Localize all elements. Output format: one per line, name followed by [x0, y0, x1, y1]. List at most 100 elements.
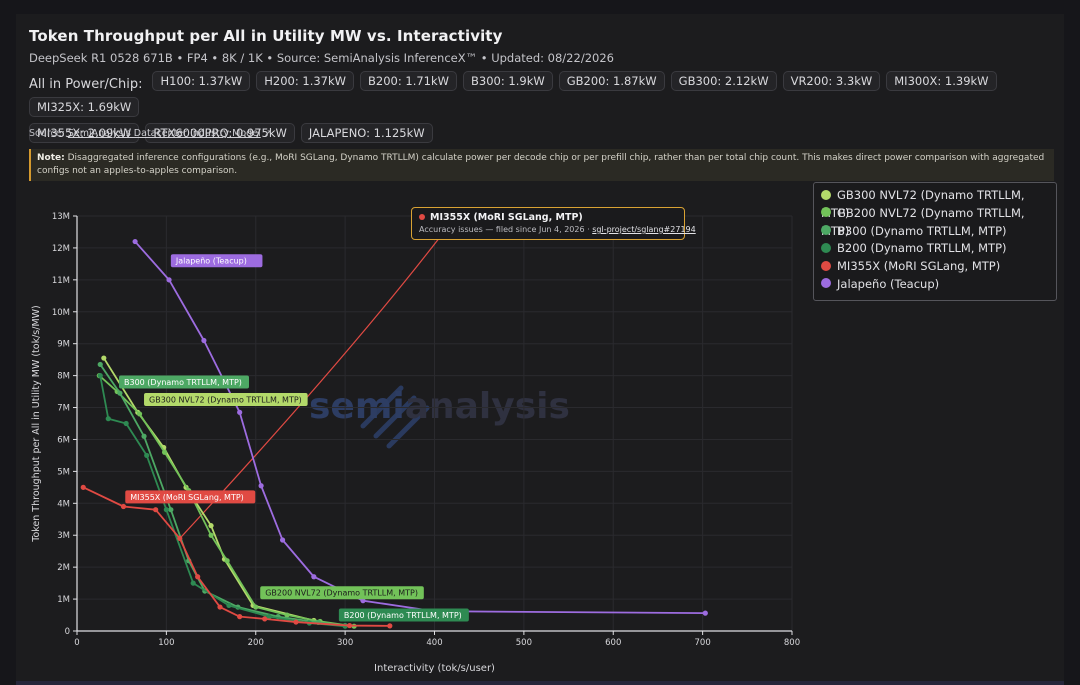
data-point[interactable]	[177, 535, 183, 542]
data-point[interactable]	[105, 416, 111, 422]
data-point[interactable]	[117, 390, 123, 396]
power-chip[interactable]: GB200: 1.87kW	[558, 71, 665, 91]
data-point[interactable]	[702, 610, 708, 616]
legend-item-gb200[interactable]: GB200 NVL72 (Dynamo TRTLLM, MTP)	[814, 205, 1056, 238]
power-chip[interactable]: MI325X: 1.69kW	[29, 97, 140, 117]
grid	[76, 215, 793, 632]
legend-label: B200 (Dynamo TRTLLM, MTP)	[837, 241, 1007, 256]
legend-swatch-icon	[821, 207, 831, 218]
power-chip[interactable]: MI355X: 2.09kW	[29, 123, 140, 143]
data-point[interactable]	[279, 537, 286, 543]
data-point[interactable]	[161, 449, 168, 455]
data-point[interactable]	[346, 622, 353, 629]
data-point[interactable]	[136, 411, 143, 417]
note-text: Disaggregated inference configurations (…	[37, 153, 1045, 176]
data-point[interactable]	[166, 277, 172, 283]
series-line[interactable]	[134, 240, 706, 615]
power-chip[interactable]: B200: 1.71kW	[360, 71, 458, 91]
power-chip[interactable]: VR200: 3.3kW	[782, 71, 881, 91]
data-point[interactable]	[293, 619, 299, 625]
external-link-icon[interactable]: ↗	[263, 128, 272, 139]
data-point[interactable]	[360, 598, 366, 604]
tooltip-title: MI355X (MoRI SGLang, MTP)	[430, 212, 583, 223]
tooltip-link[interactable]: sgl-project/sglang#27194	[592, 225, 696, 234]
power-chip[interactable]: GB300: 2.12kW	[670, 71, 777, 91]
data-point[interactable]	[208, 532, 214, 538]
power-chip[interactable]: B300: 1.9kW	[463, 71, 553, 91]
series-label: MI355X (MoRI SGLang, MTP)	[125, 490, 256, 504]
y-tick-label: 6M	[57, 435, 70, 445]
data-point[interactable]	[237, 614, 243, 620]
data-point[interactable]	[201, 337, 207, 344]
legend-item-gb300[interactable]: GB300 NVL72 (Dynamo TRTLLM, MTP)	[814, 187, 1056, 220]
legend-item-jalapeno[interactable]: Jalapeño (Teacup)	[814, 276, 1056, 294]
data-point[interactable]	[262, 616, 268, 622]
data-point[interactable]	[97, 373, 103, 379]
data-point[interactable]	[208, 523, 214, 529]
data-point[interactable]	[123, 420, 129, 427]
power-chip[interactable]: H100: 1.37kW	[152, 71, 251, 91]
y-tick-label: 10M	[52, 308, 70, 318]
series-label-text: GB200 NVL72 (Dynamo TRTLLM, MTP)	[265, 589, 418, 598]
data-point[interactable]	[144, 452, 150, 459]
y-tick-label: 13M	[52, 212, 70, 222]
series-label-box	[125, 490, 256, 504]
legend-item-b200[interactable]: B200 (Dynamo TRTLLM, MTP)	[814, 240, 1056, 258]
data-point[interactable]	[132, 238, 138, 245]
series-label-box	[260, 586, 424, 600]
y-tick-label: 5M	[57, 467, 70, 477]
power-chip[interactable]: RTX6000PRO: 0.975kW	[145, 123, 295, 143]
y-tick-label: 12M	[52, 244, 70, 254]
y-tick-label: 7M	[57, 404, 70, 414]
data-point[interactable]	[284, 612, 290, 618]
series-layer[interactable]	[80, 237, 708, 629]
series-labels: Jalapeño (Teacup) B300 (Dynamo TRTLLM, MT…	[119, 254, 469, 622]
series-label-text: B300 (Dynamo TRTLLM, MTP)	[124, 378, 242, 387]
data-point[interactable]	[190, 580, 196, 586]
series-label: GB200 NVL72 (Dynamo TRTLLM, MTP)	[260, 586, 424, 600]
data-point[interactable]	[226, 602, 232, 609]
source-link[interactable]: SemiAnalysis Datacenter Industry Model	[67, 128, 261, 139]
power-label: All in Power/Chip:	[29, 76, 143, 92]
series-label-text: Jalapeño (Teacup)	[175, 257, 247, 266]
data-point[interactable]	[120, 503, 127, 510]
data-point[interactable]	[80, 484, 86, 490]
x-tick-label: 100	[158, 638, 174, 648]
y-axis-label: Token Throughput per All in Utility MW (…	[31, 305, 42, 543]
legend-item-mi355x[interactable]: MI355X (MoRI SGLang, MTP)	[814, 258, 1056, 276]
data-point[interactable]	[195, 574, 201, 580]
data-point[interactable]	[253, 604, 259, 610]
note-banner: Note: Disaggregated inference configurat…	[29, 149, 1054, 181]
watermark: semianalysis	[309, 385, 570, 449]
x-axis-label: Interactivity (tok/s/user)	[374, 663, 495, 674]
axes: 0 1M 2M 3M 4M 5M 6M 7M 8M 9M 10M 11M 12M 13M 0 100 200 30…	[52, 212, 800, 648]
data-point[interactable]	[101, 355, 107, 361]
x-tick-label: 0	[74, 638, 79, 648]
data-point[interactable]	[153, 507, 159, 513]
legend-label: B300 (Dynamo TRTLLM, MTP)	[837, 223, 1007, 238]
power-chip[interactable]: MI300X: 1.39kW	[886, 71, 997, 91]
data-point[interactable]	[258, 483, 264, 489]
power-chip[interactable]: JALAPENO: 1.125kW	[300, 123, 433, 143]
data-point[interactable]	[141, 433, 147, 439]
power-chip[interactable]: H200: 1.37kW	[256, 71, 355, 91]
data-point[interactable]	[217, 604, 223, 610]
y-tick-label: 1M	[57, 595, 70, 605]
line-chart: semianalysis 0 1M 2M 3M 4M 5M 6M 7M 8M 9M 10M 11M 12…	[31, 212, 800, 674]
data-point[interactable]	[163, 507, 169, 513]
data-point[interactable]	[97, 361, 103, 368]
legend-item-b300[interactable]: B300 (Dynamo TRTLLM, MTP)	[814, 223, 1056, 241]
series-label: B200 (Dynamo TRTLLM, MTP)	[338, 608, 469, 622]
series-label-box	[144, 393, 308, 407]
data-point[interactable]	[237, 409, 243, 415]
data-point[interactable]	[311, 574, 317, 580]
data-point[interactable]	[266, 614, 272, 620]
chart-card: Token Throughput per All in Utility MW v…	[16, 14, 1064, 685]
tooltip-dot-icon	[419, 213, 425, 220]
data-point[interactable]	[387, 623, 393, 629]
series-line[interactable]	[99, 375, 346, 628]
series-label: GB300 NVL72 (Dynamo TRTLLM, MTP)	[144, 393, 308, 407]
x-tick-label: 800	[784, 638, 800, 648]
data-point[interactable]	[168, 507, 174, 513]
data-point[interactable]	[224, 558, 230, 564]
